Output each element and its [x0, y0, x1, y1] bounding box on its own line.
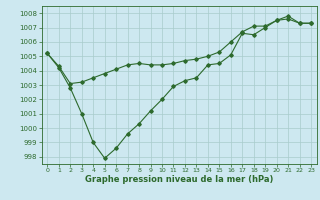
X-axis label: Graphe pression niveau de la mer (hPa): Graphe pression niveau de la mer (hPa): [85, 175, 273, 184]
